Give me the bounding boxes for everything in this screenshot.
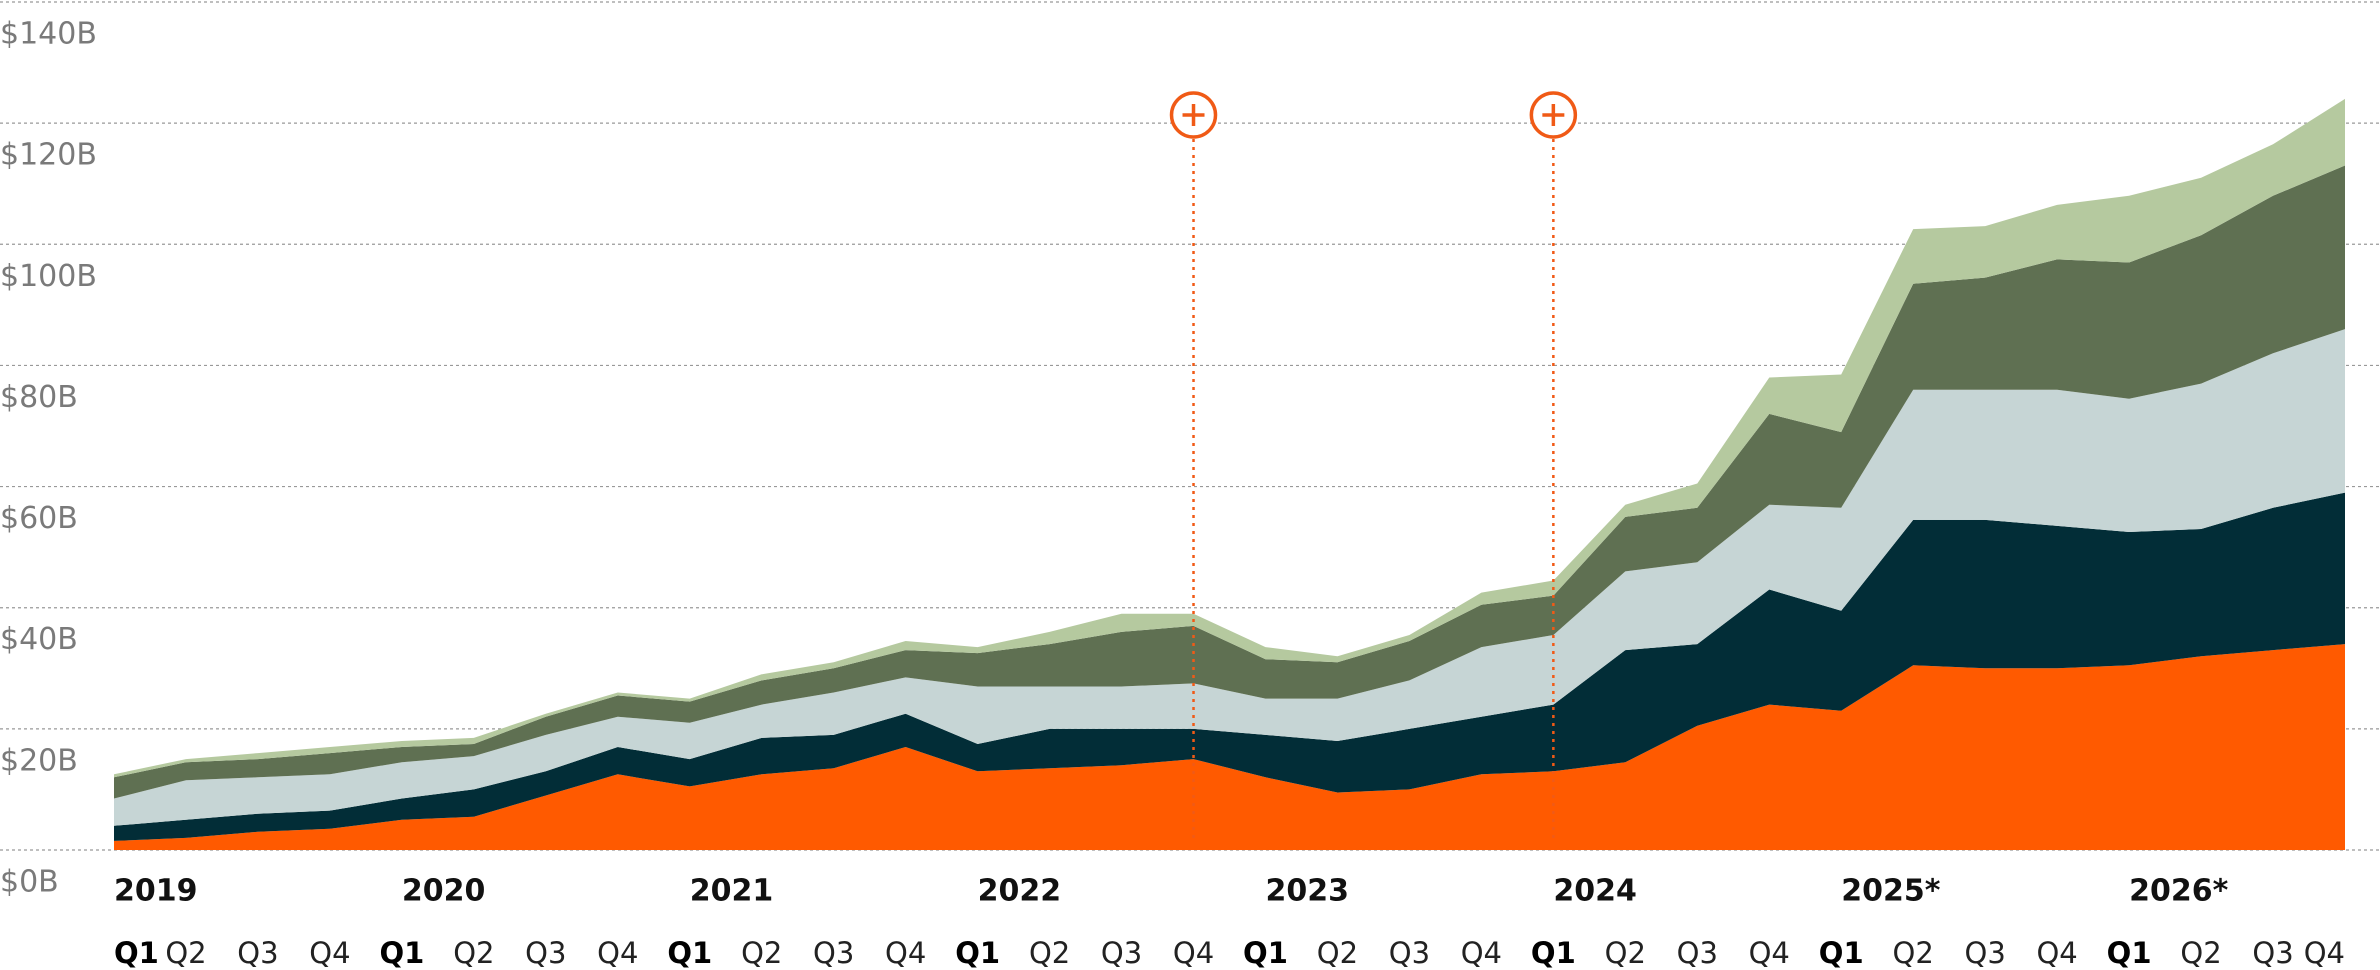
x-tick-label: Q3 [1677, 936, 1718, 970]
x-tick-label: Q2 [453, 936, 494, 970]
x-tick-label: Q2 [1029, 936, 1070, 970]
area [114, 644, 2345, 850]
x-tick-label: Q4 [885, 936, 926, 970]
x-tick-label: Q3 [1101, 936, 1142, 970]
x-tick-label: Q3 [525, 936, 566, 970]
x-tick-label: Q1 [667, 936, 712, 970]
marker-plus [1542, 104, 1565, 126]
event-marker [1169, 91, 1218, 840]
x-tick-label: Q1 [1531, 936, 1576, 970]
y-tick-label: $120B [0, 138, 97, 173]
x-tick-label: Q4 [1461, 936, 1502, 970]
y-tick-label: $20B [0, 743, 78, 778]
y-tick-label: $0B [0, 865, 59, 900]
x-tick-label: Q2 [741, 936, 782, 970]
area [114, 98, 2345, 778]
y-tick-label: $140B [0, 17, 97, 52]
y-tick-label: $80B [0, 380, 78, 415]
x-tick-label: Q1 [2107, 936, 2152, 970]
x-tick-label: Q1 [1243, 936, 1288, 970]
x-tick-label: Q1 [1819, 936, 1864, 970]
x-tick-label: Q2 [165, 936, 206, 970]
event-marker [1529, 91, 1578, 840]
x-tick-label: Q3 [2252, 936, 2293, 970]
year-label: 2022 [978, 874, 1062, 909]
x-tick-label: Q2 [1317, 936, 1358, 970]
y-tick-label: $100B [0, 259, 97, 294]
x-tick-label: Q2 [1605, 936, 1646, 970]
x-tick-label: Q1 [379, 936, 424, 970]
x-tick-label: Q2 [2180, 936, 2221, 970]
x-tick-label: Q4 [2036, 936, 2077, 970]
x-tick-label: Q4 [1749, 936, 1790, 970]
year-label: 2024 [1553, 874, 1637, 909]
year-label: 2023 [1265, 874, 1349, 909]
x-tick-label: Q2 [1893, 936, 1934, 970]
year-label: 2020 [402, 874, 486, 909]
marker-plus [1182, 104, 1205, 126]
x-tick-label: Q4 [1173, 936, 1214, 970]
x-tick-label: Q4 [2304, 936, 2345, 970]
y-tick-label: $60B [0, 501, 78, 536]
area [114, 492, 2345, 841]
x-tick-label: Q3 [237, 936, 278, 970]
x-tick-label: Q1 [114, 936, 159, 970]
area [114, 329, 2345, 826]
y-tick-label: $40B [0, 622, 78, 657]
year-label: 2026* [2129, 874, 2228, 909]
year-label: 2025* [1841, 874, 1940, 909]
x-tick-label: Q1 [955, 936, 1000, 970]
x-tick-label: Q3 [1965, 936, 2006, 970]
area [114, 165, 2345, 799]
grid: $0B $20B $40B $60B $80B $100B $120B $140B [0, 1, 2380, 900]
x-tick-label: Q4 [597, 936, 638, 970]
year-label: 2021 [690, 874, 774, 909]
x-tick-label: Q3 [813, 936, 854, 970]
x-tick-label: Q3 [1389, 936, 1430, 970]
x-tick-label: Q4 [309, 936, 350, 970]
year-label: 2019 [114, 874, 198, 909]
